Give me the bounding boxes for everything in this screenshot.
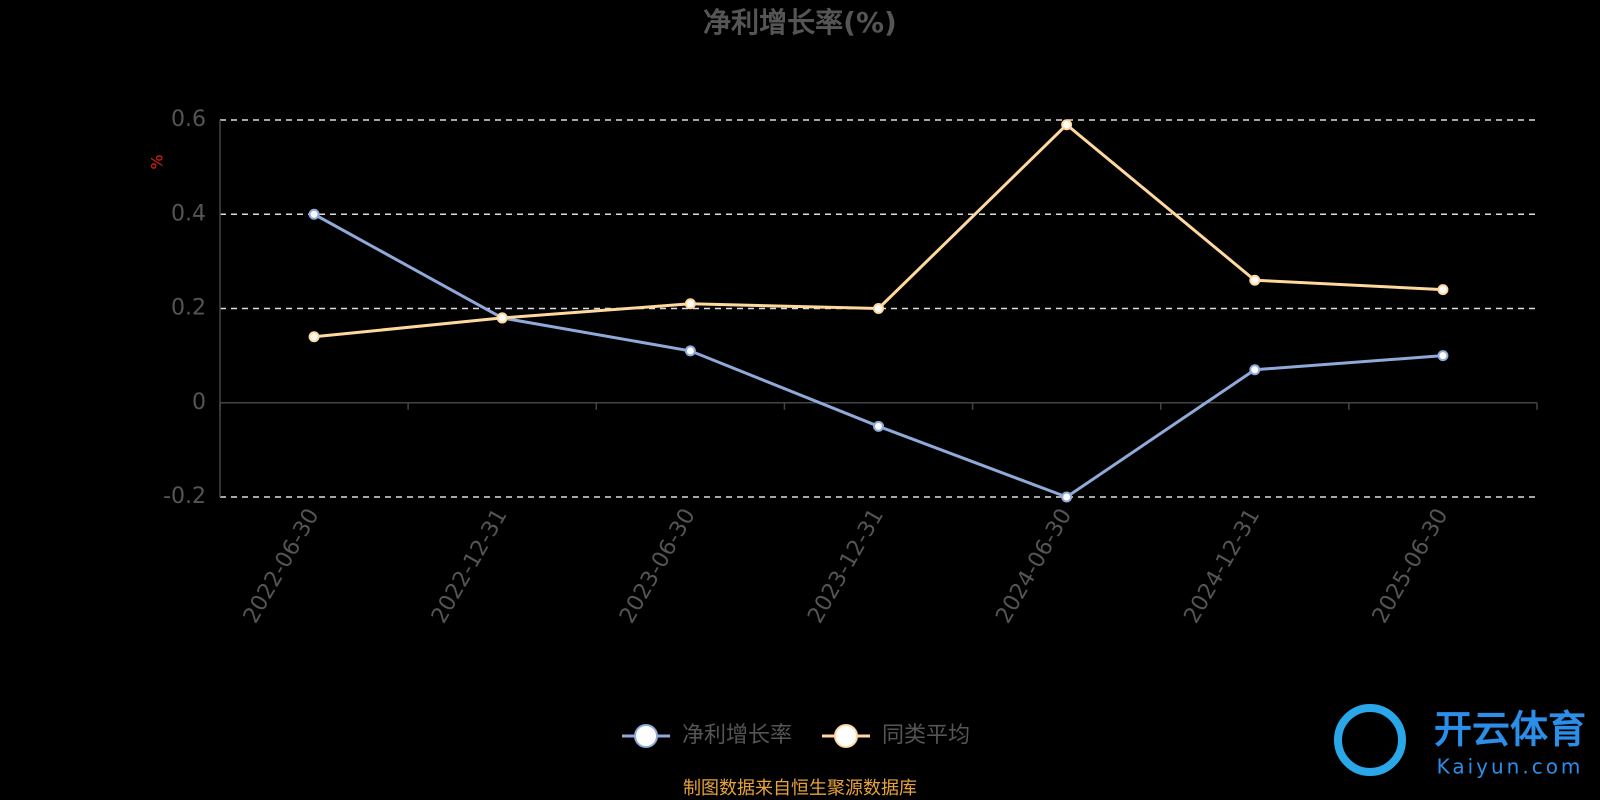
y-tick-label: 0.6 (171, 107, 206, 132)
data-point (1061, 491, 1073, 503)
watermark-url: Kaiyun.com (1437, 755, 1584, 779)
watermark: 开云体育 Kaiyun.com (1334, 704, 1586, 779)
y-tick-label: 0.4 (171, 201, 206, 226)
legend-marker (834, 724, 858, 748)
source-note: 制图数据来自恒生聚源数据库 (683, 778, 917, 799)
legend-marker (634, 724, 658, 748)
data-point (684, 298, 696, 310)
watermark-name: 开云体育 (1434, 708, 1586, 752)
data-point (684, 345, 696, 357)
watermark-logo (1334, 704, 1406, 776)
data-point (1437, 350, 1449, 362)
legend-label: 净利增长率 (682, 723, 792, 748)
data-point (873, 420, 884, 432)
data-point (1437, 284, 1449, 296)
y-tick-label: 0.2 (171, 296, 206, 321)
legend-label: 同类平均 (882, 723, 970, 748)
y-tick-label: -0.2 (163, 484, 206, 509)
chart-title: 净利增长率(%) (703, 6, 897, 39)
data-point (1249, 274, 1261, 286)
data-point (496, 312, 508, 324)
data-point (873, 303, 884, 314)
y-axis-label: % (148, 154, 167, 169)
data-point (308, 208, 320, 220)
data-point (308, 331, 320, 343)
data-point (1249, 364, 1261, 376)
y-tick-label: 0 (192, 390, 206, 415)
data-point (1061, 119, 1073, 131)
